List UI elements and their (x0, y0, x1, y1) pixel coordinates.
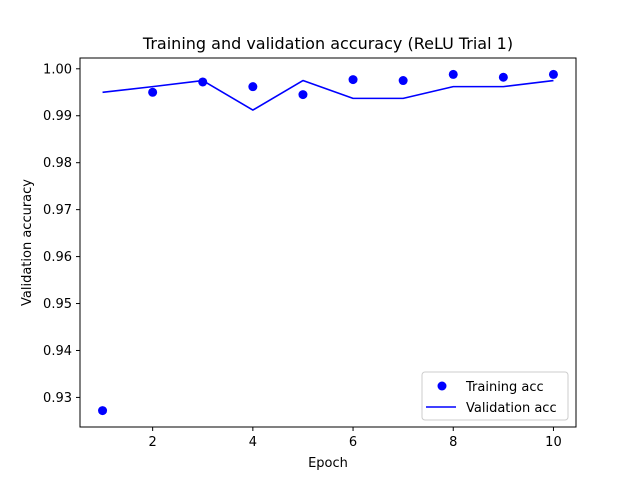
training-acc-point (298, 90, 308, 100)
chart-title: Training and validation accuracy (ReLU T… (142, 34, 513, 53)
training-acc-point (398, 76, 408, 86)
legend-training-label: Training acc (465, 380, 544, 395)
y-axis-ticks: 0.93 0.94 0.95 0.96 0.97 0.98 0.99 1.00 (43, 62, 80, 406)
x-tick-label: 10 (545, 435, 562, 450)
plot-area (98, 69, 558, 416)
y-tick-label: 0.98 (43, 156, 72, 171)
y-tick-label: 1.00 (43, 62, 72, 77)
legend-box (421, 371, 569, 421)
training-acc-point (348, 75, 358, 85)
training-acc-point (448, 69, 458, 79)
y-tick-label: 0.96 (43, 250, 72, 265)
y-tick-label: 0.93 (43, 391, 72, 406)
x-tick-label: 6 (349, 435, 357, 450)
y-tick-label: 0.94 (43, 344, 72, 359)
legend: Training acc Validation acc (421, 371, 569, 421)
training-acc-point (248, 82, 258, 92)
x-tick-label: 8 (449, 435, 457, 450)
x-tick-label: 4 (249, 435, 257, 450)
x-axis-ticks: 2 4 6 8 10 (149, 427, 562, 450)
y-tick-label: 0.97 (43, 203, 72, 218)
x-axis-label: Epoch (308, 456, 348, 471)
training-acc-point (148, 87, 158, 97)
legend-validation-label: Validation acc (466, 401, 557, 416)
training-acc-point (98, 406, 108, 416)
legend-training-marker (437, 381, 447, 391)
training-acc-point (548, 69, 558, 79)
training-acc-point (498, 72, 508, 82)
y-tick-label: 0.99 (43, 109, 72, 124)
y-tick-label: 0.95 (43, 297, 72, 312)
x-tick-label: 2 (149, 435, 157, 450)
axes-frame (79, 57, 577, 428)
training-acc-point (198, 77, 208, 87)
validation-acc-line (102, 79, 554, 111)
y-axis-label: Validation accuracy (20, 179, 35, 306)
